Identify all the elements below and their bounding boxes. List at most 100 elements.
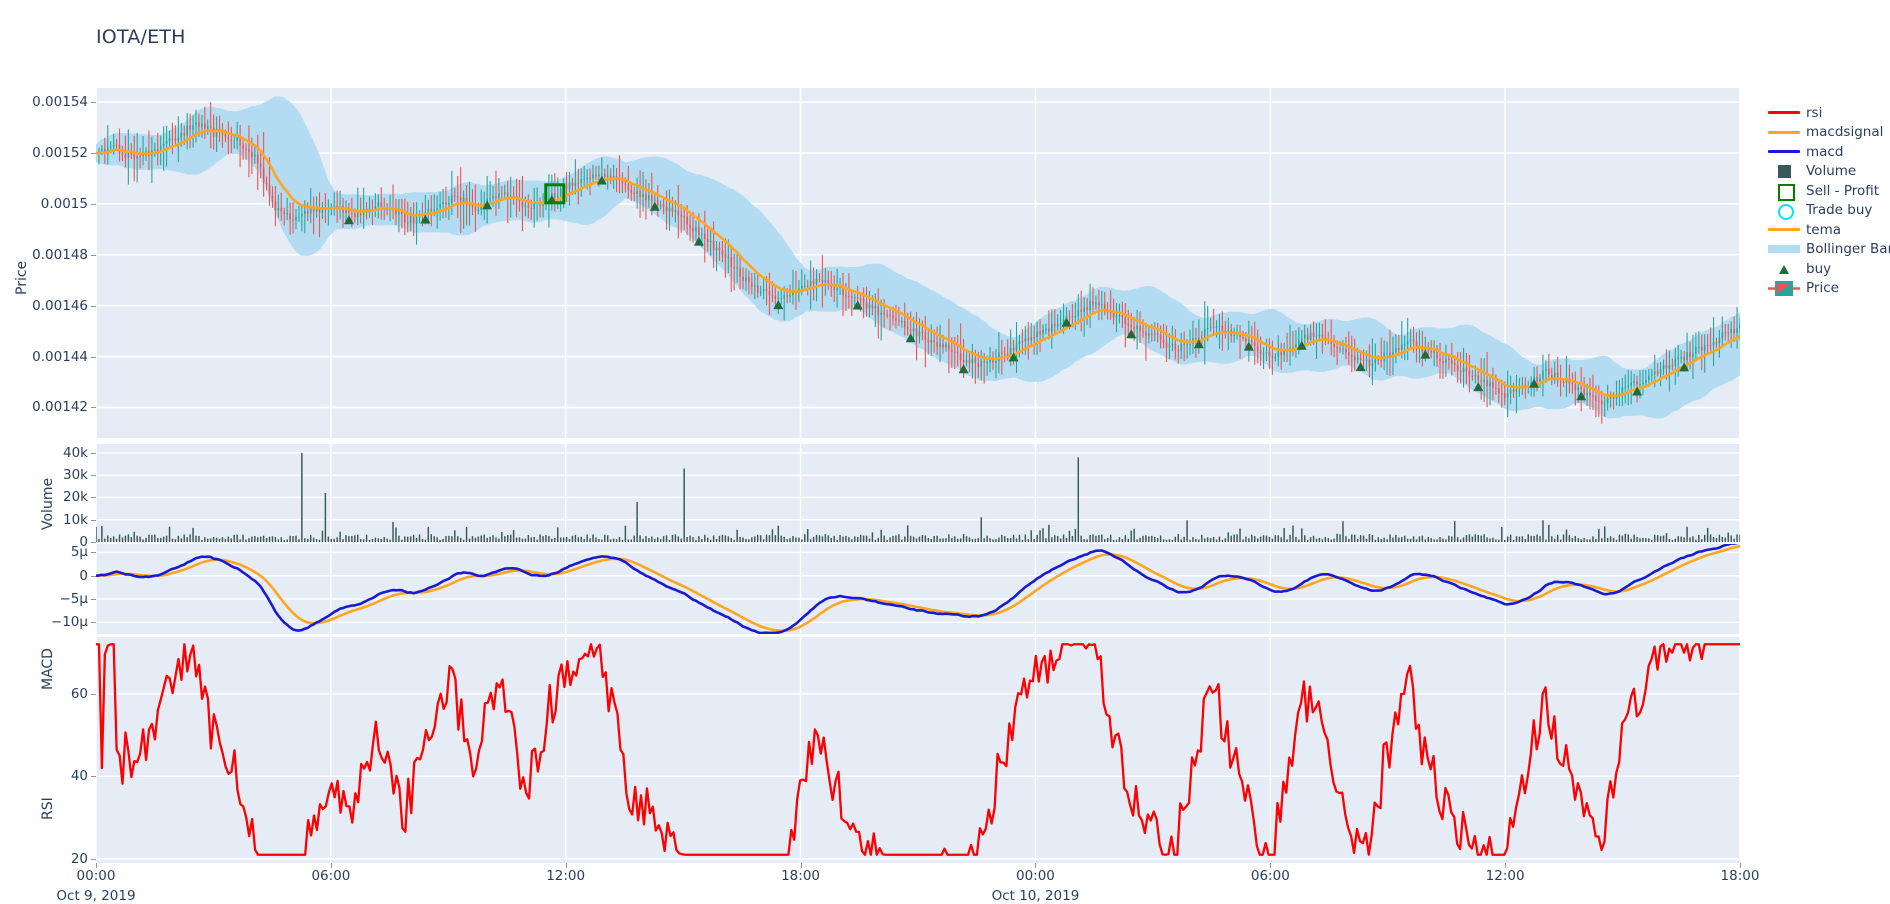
legend-item-label: Sell - Profit <box>1806 182 1880 199</box>
legend-item-macdsignal[interactable]: macdsignal <box>1766 123 1890 143</box>
y-tick-mark <box>91 203 96 205</box>
xtick-1: 06:00 <box>311 868 351 884</box>
ytick-price-4: 0.00146 <box>32 297 88 314</box>
legend-item-tema[interactable]: tema <box>1766 220 1890 240</box>
x-tick-mark <box>330 863 332 868</box>
ytick-volume-1: 30k <box>63 467 88 484</box>
ytick-volume-0: 40k <box>63 444 88 461</box>
xtick-date-0: Oct 9, 2019 <box>56 888 136 904</box>
rsi-panel <box>96 636 1740 863</box>
legend-item-bollinger-band[interactable]: Bollinger Band <box>1766 240 1890 260</box>
price-panel <box>96 88 1740 438</box>
legend-band-swatch-icon <box>1766 240 1802 259</box>
y-tick-mark <box>91 475 96 477</box>
candlestick-swatch <box>1768 280 1800 296</box>
x-tick-mark <box>1740 863 1741 868</box>
legend-line-swatch-icon <box>1766 103 1802 122</box>
legend-line-swatch-icon <box>1766 123 1802 142</box>
open-square-swatch <box>1778 184 1795 202</box>
legend-item-trade-buy[interactable]: Trade buy <box>1766 201 1890 221</box>
legend-item-label: tema <box>1806 221 1842 238</box>
y-tick-mark <box>91 305 96 307</box>
legend-item-label: macdsignal <box>1806 124 1884 141</box>
y-tick-mark <box>91 693 96 695</box>
y-tick-mark <box>91 575 96 577</box>
y-tick-mark <box>91 452 96 454</box>
x-tick-mark <box>1505 863 1507 868</box>
ytick-volume-4: 0 <box>79 534 88 550</box>
ytick-price-3: 0.00148 <box>32 246 88 263</box>
y-tick-mark <box>91 599 96 601</box>
line-swatch <box>1768 111 1800 115</box>
ytick-price-6: 0.00142 <box>32 399 88 416</box>
xtick-5: 06:00 <box>1250 868 1290 884</box>
legend-line-swatch-icon <box>1766 220 1802 239</box>
rsi-axis-title: RSI <box>40 797 56 820</box>
ytick-macd-1: 0 <box>79 567 88 584</box>
y-tick-mark <box>91 356 96 358</box>
ytick-price-5: 0.00144 <box>32 348 88 365</box>
y-tick-mark <box>91 102 96 103</box>
legend-item-label: Volume <box>1806 163 1857 180</box>
x-tick-mark <box>800 863 802 868</box>
y-tick-mark <box>91 552 96 554</box>
y-tick-mark <box>91 519 96 521</box>
ytick-rsi-0: 60 <box>70 685 88 702</box>
y-tick-mark <box>91 776 96 778</box>
legend-item-buy[interactable]: buy <box>1766 259 1890 279</box>
legend-item-label: macd <box>1806 143 1844 160</box>
xtick-date-4: Oct 10, 2019 <box>991 888 1080 904</box>
y-tick-mark <box>91 407 96 409</box>
legend-candlestick-icon <box>1766 279 1802 298</box>
xtick-6: 12:00 <box>1485 868 1525 884</box>
legend-item-label: rsi <box>1806 104 1823 121</box>
y-tick-mark <box>91 254 96 256</box>
legend-item-sell-profit[interactable]: Sell - Profit <box>1766 181 1890 202</box>
ytick-volume-2: 20k <box>63 489 88 506</box>
legend-item-label: Bollinger Band <box>1806 241 1890 258</box>
legend-open-circle-icon <box>1766 201 1802 221</box>
legend-open-square-icon <box>1766 181 1802 202</box>
x-tick-mark <box>565 863 567 868</box>
volume-panel <box>96 444 1740 542</box>
legend-line-swatch-icon <box>1766 142 1802 161</box>
ytick-price-0: 0.00154 <box>32 94 88 110</box>
y-tick-mark <box>91 542 96 543</box>
x-tick-mark <box>96 863 97 868</box>
macd-panel <box>96 544 1740 634</box>
line-swatch <box>1768 228 1800 232</box>
filled-square-swatch <box>1778 164 1791 178</box>
price-axis-title: Price <box>14 260 30 295</box>
open-circle-swatch <box>1778 204 1794 221</box>
page-title: IOTA/ETH <box>96 26 186 48</box>
ytick-volume-3: 10k <box>63 511 88 528</box>
legend-triangle-up-icon <box>1766 259 1802 278</box>
y-tick-mark <box>91 622 96 624</box>
band-swatch <box>1768 245 1800 254</box>
ytick-macd-0: 5µ <box>70 544 88 561</box>
xtick-2: 12:00 <box>546 868 586 884</box>
line-swatch <box>1768 150 1800 154</box>
legend-item-label: buy <box>1806 260 1832 277</box>
ytick-price-2: 0.0015 <box>40 195 88 212</box>
y-tick-mark <box>91 858 96 860</box>
legend-item-volume[interactable]: Volume <box>1766 162 1890 182</box>
ytick-price-1: 0.00152 <box>32 144 88 161</box>
y-tick-mark <box>91 152 96 154</box>
line-swatch <box>1768 130 1800 134</box>
chart-legend[interactable]: rsi macdsignal macd Volume Sell - Profit Trad… <box>1766 103 1890 298</box>
legend-filled-square-icon <box>1766 162 1802 181</box>
xtick-7: 18:00 <box>1720 868 1760 884</box>
xtick-3: 18:00 <box>781 868 820 884</box>
legend-item-price[interactable]: Price <box>1766 279 1890 299</box>
x-tick-mark <box>1270 863 1272 868</box>
y-tick-mark <box>91 497 96 499</box>
ytick-macd-3: −10µ <box>50 614 88 631</box>
legend-item-macd[interactable]: macd <box>1766 142 1890 162</box>
ytick-macd-2: −5µ <box>59 591 89 608</box>
legend-item-rsi[interactable]: rsi <box>1766 103 1890 123</box>
ytick-rsi-2: 20 <box>70 850 88 867</box>
x-tick-mark <box>1035 863 1037 868</box>
ytick-rsi-1: 40 <box>70 768 88 785</box>
